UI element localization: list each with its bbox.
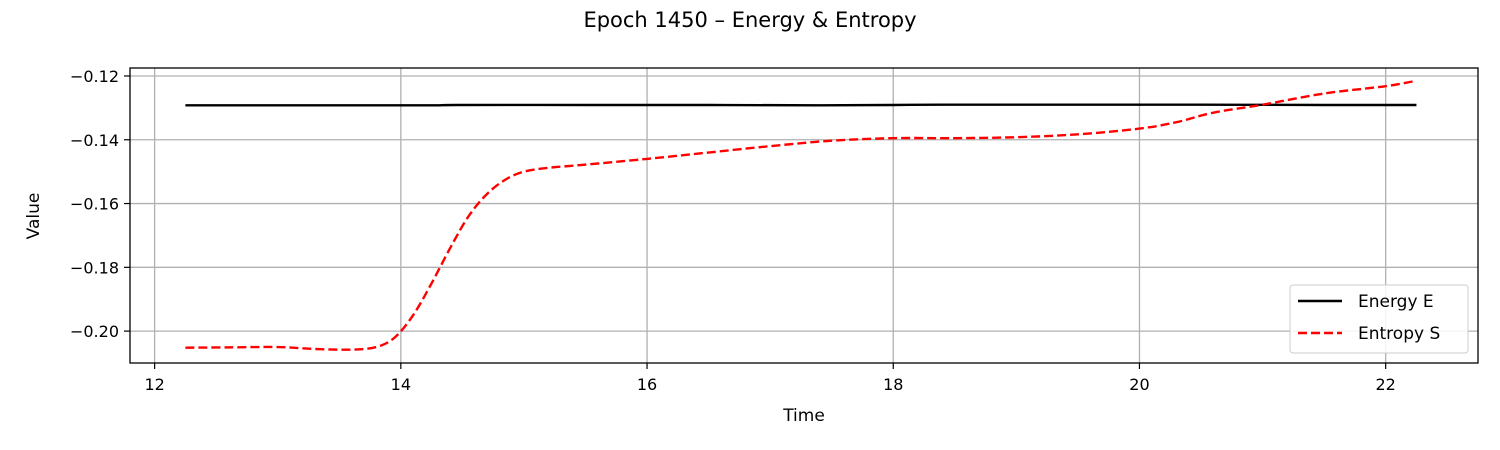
y-axis-label: Value	[24, 193, 44, 240]
legend-label-entropy: Entropy S	[1358, 324, 1440, 344]
y-tick-label: −0.12	[70, 67, 119, 86]
x-tick-label: 14	[391, 375, 411, 394]
legend: Energy E Entropy S	[1289, 284, 1469, 354]
y-tick-label: −0.20	[70, 322, 119, 341]
series-group	[185, 79, 1417, 351]
x-tick-label: 16	[637, 375, 657, 394]
plot-frame	[129, 67, 1479, 364]
x-tick-label: 20	[1129, 375, 1149, 394]
y-tick-label: −0.16	[70, 195, 119, 214]
series-line-entropy	[185, 79, 1417, 351]
x-tick-label: 12	[144, 375, 164, 394]
y-axis-ticks: −0.20 −0.18 −0.16 −0.14 −0.12	[70, 67, 130, 341]
x-axis-label: Time	[782, 406, 825, 426]
series-line-energy	[185, 103, 1417, 107]
y-tick-label: −0.14	[70, 131, 119, 150]
x-tick-label: 22	[1375, 375, 1395, 394]
grid-lines	[130, 68, 1478, 363]
x-tick-label: 18	[883, 375, 903, 394]
y-tick-label: −0.18	[70, 258, 119, 277]
chart-title: Epoch 1450 – Energy & Entropy	[583, 8, 916, 32]
x-axis-ticks: 12 14 16 18 20 22	[144, 363, 1396, 394]
legend-label-energy: Energy E	[1358, 292, 1434, 312]
